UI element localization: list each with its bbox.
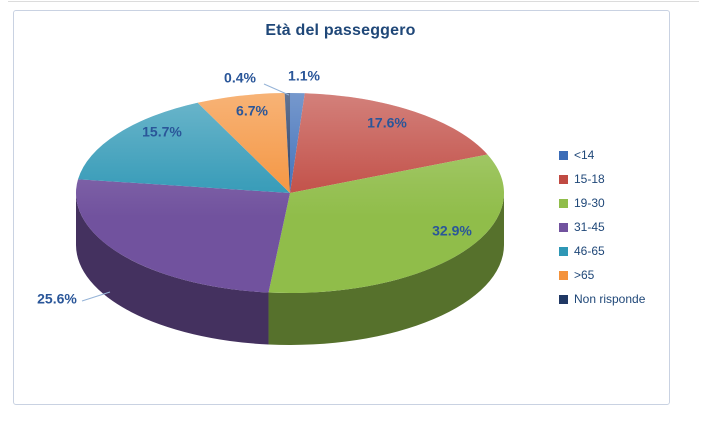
legend-item-label: 19-30 xyxy=(574,196,605,210)
legend-color-swatch xyxy=(559,150,568,160)
legend-item-label: 46-65 xyxy=(574,244,605,258)
legend-color-swatch xyxy=(559,246,568,256)
legend-item-Non risponde[interactable]: Non risponde xyxy=(559,287,645,311)
legend-color-swatch xyxy=(559,270,568,280)
window-edge-line xyxy=(8,1,699,2)
label-leader-line-31-45 xyxy=(81,291,111,302)
data-label-31-45: 25.6% xyxy=(37,291,77,307)
legend-item-19-30[interactable]: 19-30 xyxy=(559,191,645,215)
legend-item-label: <14 xyxy=(574,148,595,162)
data-label-Non risponde: 0.4% xyxy=(224,70,256,86)
legend-item-label: 31-45 xyxy=(574,220,605,234)
label-leader-line-Non risponde xyxy=(263,83,290,96)
legend-color-swatch xyxy=(559,222,568,232)
legend-item-31-45[interactable]: 31-45 xyxy=(559,215,645,239)
chart-legend: <14 15-18 19-30 31-45 46-65 >65 Non risponde xyxy=(559,143,645,311)
pie-slice-side-19-30 xyxy=(268,193,504,345)
data-label->65: 6.7% xyxy=(236,103,268,119)
legend-item-label: >65 xyxy=(574,268,595,282)
data-label-15-18: 17.6% xyxy=(367,115,407,131)
chart-title: Età del passeggero xyxy=(265,22,416,39)
legend-color-swatch xyxy=(559,198,568,208)
legend-item-label: Non risponde xyxy=(574,292,646,306)
legend-item-<14[interactable]: <14 xyxy=(559,143,645,167)
legend-item->65[interactable]: >65 xyxy=(559,263,645,287)
data-label-46-65: 15.7% xyxy=(142,124,182,140)
pie-slice-side-31-45 xyxy=(76,193,269,345)
legend-item-label: 15-18 xyxy=(574,172,605,186)
data-label-<14: 1.1% xyxy=(288,68,320,84)
legend-color-swatch xyxy=(559,294,568,304)
data-label-19-30: 32.9% xyxy=(432,223,472,239)
legend-item-15-18[interactable]: 15-18 xyxy=(559,167,645,191)
legend-color-swatch xyxy=(559,174,568,184)
legend-item-46-65[interactable]: 46-65 xyxy=(559,239,645,263)
